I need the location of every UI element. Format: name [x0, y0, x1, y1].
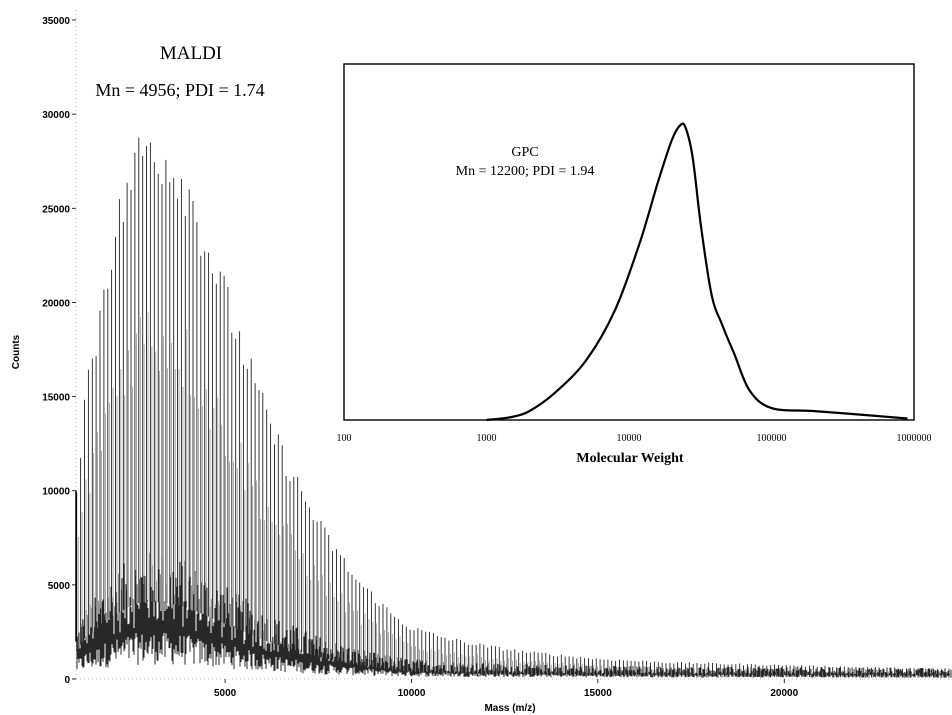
maldi-y-tick-label: 15000 — [42, 393, 70, 404]
maldi-title: MALDI — [160, 43, 222, 64]
gpc-x-ticks: 100 1000 10000 100000 1000000 — [337, 433, 932, 444]
gpc-x-tick-label: 1000 — [477, 433, 497, 444]
maldi-x-tick-label: 5000 — [214, 688, 237, 699]
maldi-x-tick-label: 15000 — [584, 688, 612, 699]
maldi-x-tick-label: 20000 — [770, 688, 798, 699]
gpc-x-tick-label: 10000 — [617, 433, 642, 444]
gpc-subtitle: Mn = 12200; PDI = 1.94 — [456, 164, 595, 179]
maldi-y-tick-label: 20000 — [42, 298, 70, 309]
gpc-inset-frame — [343, 63, 915, 421]
maldi-x-tick-label: 10000 — [398, 688, 426, 699]
maldi-y-tick-label: 5000 — [48, 581, 71, 592]
gpc-x-tick-label: 1000000 — [897, 433, 932, 444]
gpc-x-tick-label: 100000 — [757, 433, 787, 444]
maldi-subtitle: Mn = 4956; PDI = 1.74 — [95, 80, 264, 100]
maldi-x-axis-label: Mass (m/z) — [484, 703, 535, 714]
maldi-y-tick-label: 35000 — [42, 16, 70, 27]
maldi-y-tick-label: 10000 — [42, 487, 70, 498]
maldi-y-tick-label: 0 — [64, 675, 70, 686]
maldi-y-axis-label: Counts — [11, 334, 22, 369]
maldi-y-ticks: 0 5000 10000 15000 20000 25000 30000 35000 — [42, 16, 76, 686]
maldi-plot: 0 5000 10000 15000 20000 25000 30000 35000 5000… — [11, 10, 952, 714]
gpc-title: GPC — [511, 145, 538, 160]
maldi-y-tick-label: 25000 — [42, 204, 70, 215]
gpc-x-axis-label: Molecular Weight — [576, 451, 684, 466]
maldi-x-ticks: 5000 10000 15000 20000 — [214, 679, 799, 699]
gpc-x-tick-label: 100 — [337, 433, 352, 444]
maldi-y-tick-label: 30000 — [42, 110, 70, 121]
maldi-spectrum — [75, 137, 952, 678]
gpc-inset: 100 1000 10000 100000 1000000 GPC Mn = 12200… — [337, 63, 932, 466]
gpc-distribution-curve — [486, 122, 908, 422]
